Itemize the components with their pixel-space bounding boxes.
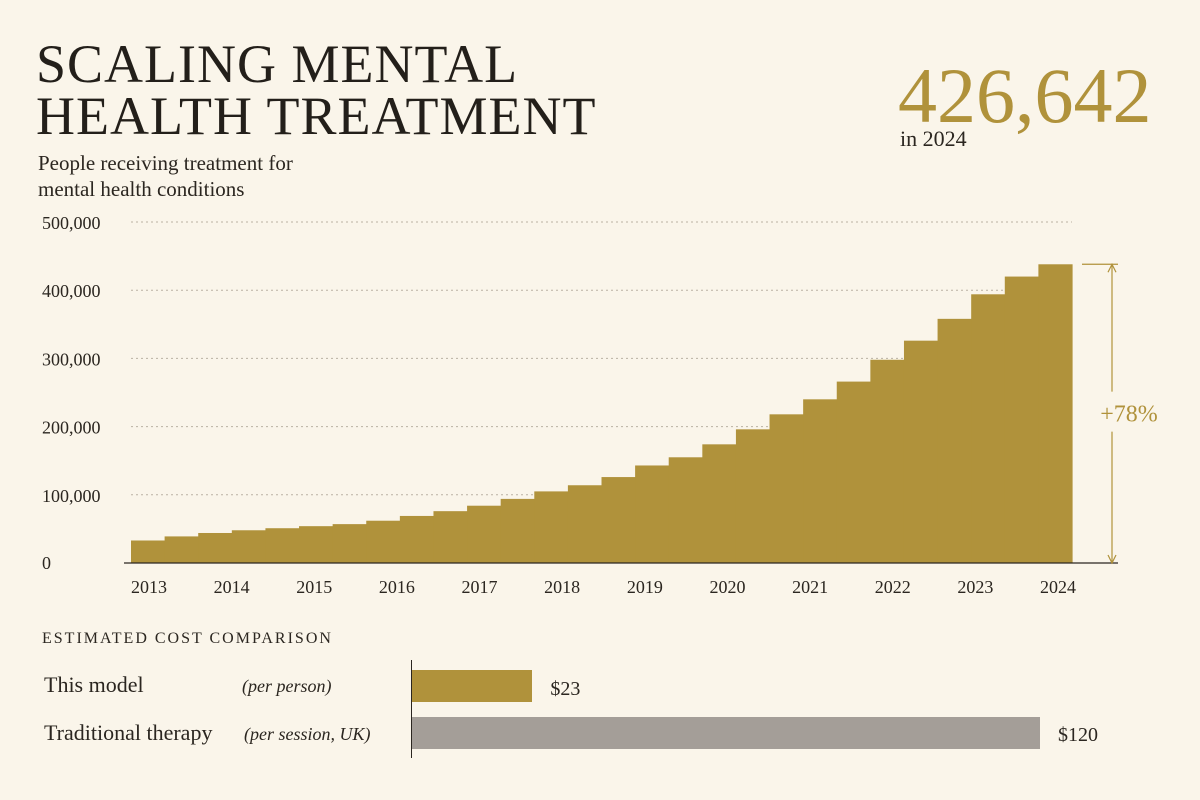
treatment-chart: 0 100,000 200,000 300,000 400,000 500,000 2013… (42, 213, 1170, 597)
page-title: SCALING MENTAL HEALTH TREATMENT (36, 37, 676, 143)
bar (668, 457, 703, 563)
bar (601, 477, 636, 563)
cost-row-label-traditional-therapy: Traditional therapy (44, 720, 213, 745)
subtitle-line-2: mental health conditions (38, 177, 245, 201)
x-tick-label: 2013 (131, 577, 167, 597)
growth-annotation: +78% (1100, 402, 1158, 428)
title-line-2: HEALTH TREATMENT (36, 86, 597, 146)
bar (836, 381, 871, 563)
cost-comparison-heading: ESTIMATED COST COMPARISON (42, 630, 333, 647)
y-tick-label: 200,000 (42, 418, 101, 438)
y-tick-label: 300,000 (42, 349, 101, 369)
bar (332, 524, 367, 563)
x-tick-label: 2019 (627, 577, 663, 597)
bar (937, 318, 972, 563)
cost-bar-traditional-therapy (412, 717, 1040, 749)
title-line-1: SCALING MENTAL (36, 34, 519, 94)
bracket-arrow-up (1107, 262, 1117, 273)
bar (131, 540, 166, 563)
bar (500, 498, 535, 563)
bar (467, 505, 502, 563)
x-tick-label: 2018 (544, 577, 580, 597)
bar (1038, 264, 1073, 563)
y-tick-label: 400,000 (42, 281, 101, 301)
bar (1004, 276, 1039, 563)
x-tick-label: 2016 (379, 577, 415, 597)
annotation-backdrop (1086, 391, 1170, 432)
subtitle-line-1: People receiving treatment for (38, 151, 293, 175)
chart-subtitle: People receiving treatment for mental he… (38, 150, 398, 202)
bar (635, 465, 670, 563)
cost-row-note-this-model: (per person) (242, 676, 332, 696)
bar (702, 444, 737, 563)
y-tick-label: 500,000 (42, 213, 101, 233)
x-tick-label: 2021 (792, 577, 828, 597)
bar (198, 532, 233, 563)
bar (870, 359, 905, 563)
bar (366, 520, 401, 563)
bracket-arrow-down (1107, 554, 1117, 565)
cost-row-label-this-model: This model (44, 672, 144, 697)
x-tick-label: 2020 (709, 577, 745, 597)
headline-caption: in 2024 (900, 126, 967, 151)
headline-value: 426,642 (898, 52, 1152, 139)
bar (567, 485, 603, 563)
x-tick-label: 2017 (462, 577, 498, 597)
x-tick-label: 2023 (957, 577, 993, 597)
bar (971, 294, 1006, 563)
x-tick-label: 2022 (875, 577, 911, 597)
y-tick-label: 100,000 (42, 486, 101, 506)
bar (231, 530, 267, 563)
cost-bar-this-model (412, 670, 533, 702)
bar (265, 528, 300, 563)
bar (903, 340, 939, 563)
x-tick-label: 2015 (296, 577, 332, 597)
cost-value-traditional-therapy: $120 (1058, 724, 1098, 746)
cost-value-this-model: $23 (550, 678, 581, 700)
bar (803, 399, 838, 563)
bar (299, 526, 334, 563)
bar (769, 414, 804, 563)
bar (735, 429, 771, 563)
bar (164, 536, 199, 563)
bar (399, 515, 435, 563)
y-tick-label: 0 (42, 553, 51, 573)
cost-axis-line (411, 660, 412, 758)
bar (534, 491, 569, 563)
cost-row-note-traditional-therapy: (per session, UK) (244, 724, 371, 744)
bar (433, 511, 468, 563)
x-tick-label: 2024 (1040, 577, 1076, 597)
x-tick-label: 2014 (214, 577, 250, 597)
